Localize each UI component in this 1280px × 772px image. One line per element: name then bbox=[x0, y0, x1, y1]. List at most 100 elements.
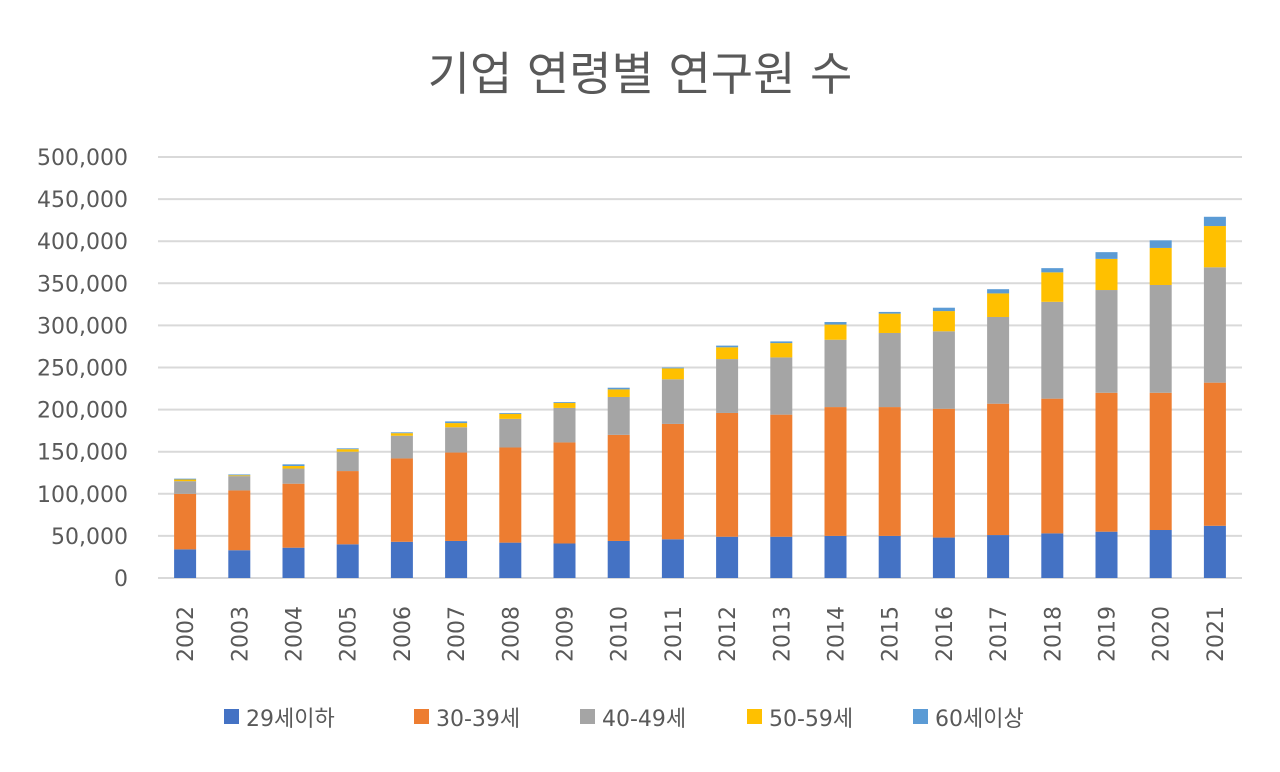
bar-segment-2004-0 bbox=[282, 547, 305, 578]
x-tick-label: 2020 bbox=[1150, 606, 1175, 662]
bar-segment-2004-3 bbox=[282, 466, 305, 469]
bar-segment-2020-3 bbox=[1149, 247, 1172, 285]
bar-segment-2017-4 bbox=[987, 289, 1010, 294]
bar-segment-2021-4 bbox=[1203, 216, 1226, 227]
x-tick-label: 2005 bbox=[337, 606, 362, 662]
chart-title: 기업 연령별 연구원 수 bbox=[428, 47, 853, 101]
bar-segment-2002-1 bbox=[174, 493, 197, 550]
legend-label: 29세이하 bbox=[246, 707, 335, 732]
bar-segment-2011-1 bbox=[661, 423, 684, 540]
bar-segment-2015-2 bbox=[878, 332, 901, 408]
bar-segment-2012-0 bbox=[716, 536, 739, 578]
x-tick-label: 2012 bbox=[716, 606, 741, 662]
legend-swatch bbox=[747, 709, 762, 724]
y-axis-ticks: 0 50,000 100,000 150,000 200,000 250,000 300,0… bbox=[37, 146, 128, 592]
x-tick-label: 2013 bbox=[770, 606, 795, 662]
bar-segment-2010-0 bbox=[607, 540, 630, 578]
bar-segment-2015-1 bbox=[878, 407, 901, 536]
bar-segment-2009-0 bbox=[553, 543, 576, 578]
bar-segment-2002-2 bbox=[174, 481, 197, 494]
legend-swatch bbox=[580, 709, 595, 724]
bar-segment-2019-2 bbox=[1095, 290, 1118, 393]
bar-segment-2017-1 bbox=[987, 403, 1010, 536]
bar-segment-2019-0 bbox=[1095, 531, 1118, 578]
bar-segment-2010-3 bbox=[607, 389, 630, 397]
bar-segment-2017-0 bbox=[987, 535, 1010, 578]
bar-segment-2012-2 bbox=[716, 359, 739, 413]
bar-segment-2016-4 bbox=[932, 307, 955, 312]
bar-segment-2005-0 bbox=[336, 544, 359, 578]
x-tick-label: 2017 bbox=[987, 606, 1012, 662]
y-tick-label: 300,000 bbox=[37, 314, 128, 339]
bar-segment-2013-1 bbox=[770, 414, 793, 537]
x-tick-label: 2016 bbox=[933, 606, 958, 662]
bar-segment-2019-3 bbox=[1095, 258, 1118, 291]
legend-swatch bbox=[913, 709, 928, 724]
y-tick-label: 500,000 bbox=[37, 146, 128, 171]
bar-segment-2003-2 bbox=[228, 476, 251, 491]
bar-segment-2010-2 bbox=[607, 396, 630, 435]
x-tick-label: 2007 bbox=[445, 606, 470, 662]
bar-segment-2011-4 bbox=[661, 367, 684, 369]
bar-segment-2006-1 bbox=[390, 458, 413, 542]
gridlines bbox=[158, 156, 1242, 579]
bar-segment-2021-0 bbox=[1203, 525, 1226, 578]
x-tick-label: 2002 bbox=[174, 606, 199, 662]
bar-segment-2013-0 bbox=[770, 536, 793, 578]
legend-label: 40-49세 bbox=[602, 707, 686, 732]
bar-segment-2006-2 bbox=[390, 435, 413, 459]
bar-segment-2007-0 bbox=[445, 540, 468, 578]
y-tick-label: 450,000 bbox=[37, 188, 128, 213]
bar-segment-2007-3 bbox=[445, 423, 468, 428]
bar-segment-2020-1 bbox=[1149, 392, 1172, 531]
x-tick-label: 2008 bbox=[499, 606, 524, 662]
y-tick-label: 250,000 bbox=[37, 357, 128, 382]
bar-segment-2019-4 bbox=[1095, 252, 1118, 259]
x-tick-label: 2014 bbox=[825, 606, 850, 662]
x-tick-label: 2003 bbox=[228, 606, 253, 662]
bar-segment-2004-2 bbox=[282, 468, 305, 484]
bar-segment-2015-4 bbox=[878, 311, 901, 314]
bar-segment-2018-0 bbox=[1041, 533, 1064, 578]
bar-segment-2002-3 bbox=[174, 479, 197, 482]
bar-segment-2011-2 bbox=[661, 379, 684, 424]
bar-segment-2019-1 bbox=[1095, 392, 1118, 532]
bar-segment-2009-2 bbox=[553, 407, 576, 443]
bar-segment-2003-0 bbox=[228, 550, 251, 578]
bar-segment-2015-0 bbox=[878, 535, 901, 578]
y-tick-label: 100,000 bbox=[37, 483, 128, 508]
y-tick-label: 0 bbox=[114, 567, 128, 592]
bar-segment-2011-0 bbox=[661, 539, 684, 578]
bar-segment-2007-2 bbox=[445, 427, 468, 453]
bar-segment-2006-4 bbox=[390, 432, 413, 434]
bar-segment-2007-4 bbox=[445, 421, 468, 424]
bar-segment-2004-1 bbox=[282, 483, 305, 548]
bar-segment-2017-3 bbox=[987, 293, 1010, 317]
bar-segment-2021-1 bbox=[1203, 382, 1226, 526]
bar-segment-2013-4 bbox=[770, 341, 793, 344]
bar-segment-2008-0 bbox=[499, 542, 522, 578]
y-tick-label: 150,000 bbox=[37, 441, 128, 466]
bar-segment-2015-3 bbox=[878, 313, 901, 333]
bar-segment-2018-2 bbox=[1041, 301, 1064, 399]
bar-segment-2021-2 bbox=[1203, 267, 1226, 383]
bar-segment-2013-3 bbox=[770, 343, 793, 358]
y-tick-label: 350,000 bbox=[37, 272, 128, 297]
bar-segment-2016-2 bbox=[932, 331, 955, 409]
bar-segment-2012-4 bbox=[716, 345, 739, 348]
bar-segment-2008-4 bbox=[499, 412, 522, 414]
bar-segment-2003-4 bbox=[228, 474, 251, 476]
bar-segment-2005-1 bbox=[336, 471, 359, 545]
bar-segment-2016-0 bbox=[932, 537, 955, 578]
x-tick-label: 2006 bbox=[391, 606, 416, 662]
x-tick-label: 2011 bbox=[662, 606, 687, 662]
bar-segment-2014-4 bbox=[824, 322, 847, 325]
bar-segment-2017-2 bbox=[987, 316, 1010, 404]
bar-segment-2011-3 bbox=[661, 368, 684, 380]
bar-segment-2006-3 bbox=[390, 433, 413, 436]
x-tick-label: 2004 bbox=[283, 606, 308, 662]
bar-segment-2010-4 bbox=[607, 387, 630, 390]
x-tick-label: 2019 bbox=[1096, 606, 1121, 662]
bar-segment-2020-2 bbox=[1149, 284, 1172, 393]
x-tick-label: 2010 bbox=[608, 606, 633, 662]
